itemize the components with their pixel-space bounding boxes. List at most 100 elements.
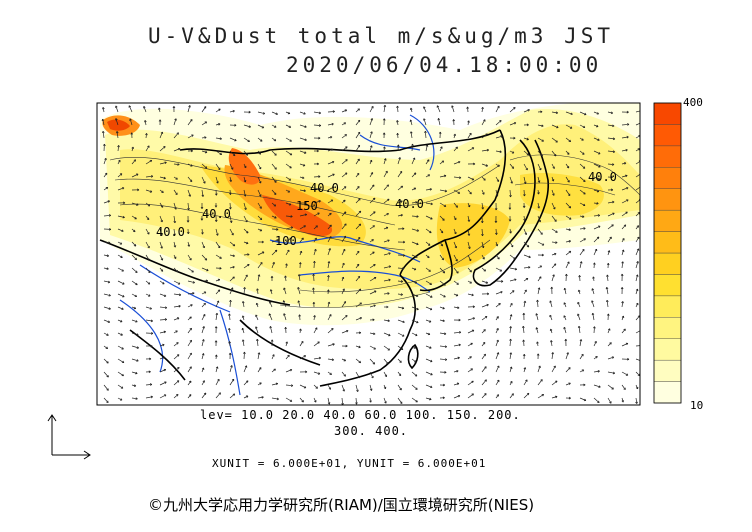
wind-arrowhead: [231, 378, 235, 382]
wind-arrowhead: [269, 326, 272, 329]
wind-arrowhead: [150, 175, 154, 178]
wind-arrowhead: [297, 274, 301, 277]
wind-arrow: [509, 326, 512, 334]
wind-arrow: [453, 133, 456, 139]
wind-arrowhead: [567, 152, 570, 155]
wind-arrow: [187, 163, 193, 167]
wind-arrow: [327, 248, 331, 256]
wind-arrowhead: [528, 266, 531, 269]
wind-arrowhead: [540, 110, 543, 114]
wind-arrow: [411, 358, 417, 363]
wind-arrowhead: [440, 146, 443, 149]
wind-arrowhead: [135, 270, 138, 273]
wind-arrow: [369, 145, 373, 152]
wind-arrow: [341, 315, 348, 321]
wind-arrowhead: [356, 172, 360, 176]
wind-arrow: [411, 332, 418, 336]
wind-arrow: [509, 163, 514, 169]
wind-arrowhead: [163, 368, 167, 372]
wind-arrow: [423, 118, 427, 126]
wind-arrow: [355, 186, 360, 191]
colorbar-swatch: [653, 102, 682, 125]
wind-arrow: [467, 368, 473, 373]
wind-arrow: [201, 326, 205, 334]
wind-arrowhead: [331, 122, 334, 126]
wind-arrow: [551, 380, 558, 386]
wind-arrow: [383, 239, 390, 243]
wind-arrow: [439, 319, 445, 322]
wind-arrow: [621, 224, 627, 230]
wind-arrow: [159, 280, 165, 285]
wind-arrowhead: [202, 326, 205, 329]
wind-arrow: [481, 316, 488, 321]
wind-arrow: [369, 345, 376, 350]
wind-arrowhead: [583, 398, 587, 402]
wind-arrowhead: [358, 331, 362, 335]
wind-arrow: [397, 267, 405, 269]
wind-arrowhead: [591, 312, 595, 316]
wind-arrowhead: [107, 280, 111, 284]
wind-arrowhead: [496, 316, 499, 319]
wind-arrowhead: [174, 207, 177, 210]
wind-arrow: [103, 254, 109, 257]
wind-arrowhead: [536, 353, 540, 356]
wind-arrow: [397, 133, 399, 139]
wind-arrow: [425, 241, 431, 246]
wind-arrow: [102, 119, 105, 126]
wind-arrow: [607, 328, 611, 334]
wind-arrow: [607, 342, 612, 347]
wind-arrowhead: [635, 274, 639, 277]
wind-arrow: [145, 228, 150, 235]
wind-arrow: [355, 223, 361, 230]
wind-arrow: [131, 173, 139, 178]
wind-arrowhead: [620, 273, 624, 276]
wind-arrowhead: [259, 228, 263, 232]
wind-arrow: [201, 241, 205, 249]
wind-arrowhead: [402, 267, 405, 270]
wind-arrow: [551, 202, 556, 210]
wind-arrowhead: [565, 273, 568, 277]
wind-arrow: [523, 163, 528, 171]
wind-arrow: [201, 176, 206, 184]
wind-arrow: [173, 148, 181, 152]
wind-arrowhead: [415, 399, 418, 403]
wind-arrow: [635, 160, 640, 165]
wind-arrowhead: [330, 199, 334, 202]
wind-arrow: [425, 144, 428, 152]
wind-arrowhead: [120, 319, 123, 323]
wind-arrowhead: [106, 333, 109, 336]
wind-arrow: [159, 189, 164, 193]
wind-arrowhead: [522, 205, 526, 208]
wind-arrow: [229, 137, 237, 142]
wind-arrow: [551, 189, 555, 196]
wind-arrow: [257, 352, 260, 360]
wind-arrow: [355, 145, 360, 152]
wind-arrowhead: [496, 339, 499, 342]
wind-arrow: [115, 105, 119, 113]
wind-arrowhead: [596, 112, 599, 115]
wind-arrow: [537, 163, 542, 171]
wind-arrow: [411, 172, 417, 178]
wind-arrowhead: [258, 166, 262, 170]
wind-arrow: [187, 280, 195, 284]
wind-arrowhead: [578, 275, 581, 278]
wind-arrow: [481, 379, 487, 386]
wind-arrowhead: [451, 105, 454, 108]
wind-arrow: [173, 380, 180, 386]
wind-arrowhead: [496, 179, 500, 182]
wind-arrowhead: [177, 163, 180, 166]
wind-arrowhead: [230, 167, 234, 170]
wind-arrowhead: [444, 358, 448, 361]
wind-arrow: [229, 241, 236, 247]
wind-arrow: [201, 136, 207, 139]
wind-arrowhead: [541, 243, 545, 246]
wind-arrowhead: [597, 177, 601, 181]
wind-arrow: [467, 254, 472, 261]
wind-arrowhead: [568, 250, 572, 254]
wind-arrow: [579, 202, 586, 206]
wind-arrow: [131, 241, 137, 247]
wind-arrowhead: [550, 286, 554, 289]
wind-arrow: [117, 371, 124, 377]
wind-arrow: [397, 358, 402, 363]
wind-arrow: [159, 162, 167, 165]
